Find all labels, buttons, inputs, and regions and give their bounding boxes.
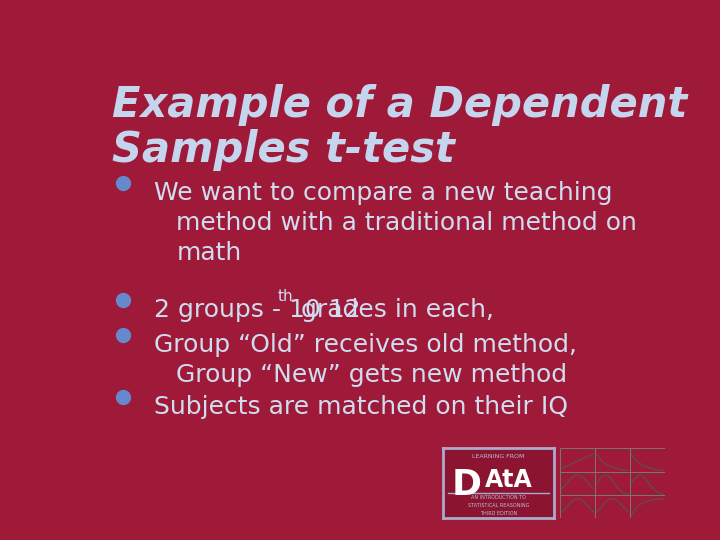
Text: method with a traditional method on: method with a traditional method on <box>176 211 637 235</box>
Bar <box>560 495 595 518</box>
Text: THIRD EDITION: THIRD EDITION <box>480 511 517 516</box>
Text: AN INTRODUCTION TO: AN INTRODUCTION TO <box>471 495 526 500</box>
Text: th: th <box>277 288 293 303</box>
Text: AtA: AtA <box>485 468 533 492</box>
Text: LEARNING FROM: LEARNING FROM <box>472 454 525 459</box>
Text: D: D <box>451 468 482 502</box>
Text: Group “Old” receives old method,: Group “Old” receives old method, <box>154 333 577 357</box>
Text: 2 groups - 10 12: 2 groups - 10 12 <box>154 298 361 322</box>
Text: Subjects are matched on their IQ: Subjects are matched on their IQ <box>154 395 568 420</box>
Text: grades in each,: grades in each, <box>293 298 494 322</box>
Text: Example of a Dependent: Example of a Dependent <box>112 84 688 125</box>
Bar <box>595 448 630 471</box>
Text: We want to compare a new teaching: We want to compare a new teaching <box>154 181 613 205</box>
Text: Samples t-test: Samples t-test <box>112 129 455 171</box>
Text: math: math <box>176 241 242 265</box>
Bar <box>630 471 665 495</box>
Bar <box>560 448 595 471</box>
Bar <box>630 495 665 518</box>
Text: STATISTICAL REASONING: STATISTICAL REASONING <box>468 503 529 508</box>
Bar <box>560 471 595 495</box>
Bar <box>595 495 630 518</box>
Bar <box>595 471 630 495</box>
Text: Group “New” gets new method: Group “New” gets new method <box>176 363 567 387</box>
Bar <box>630 448 665 471</box>
